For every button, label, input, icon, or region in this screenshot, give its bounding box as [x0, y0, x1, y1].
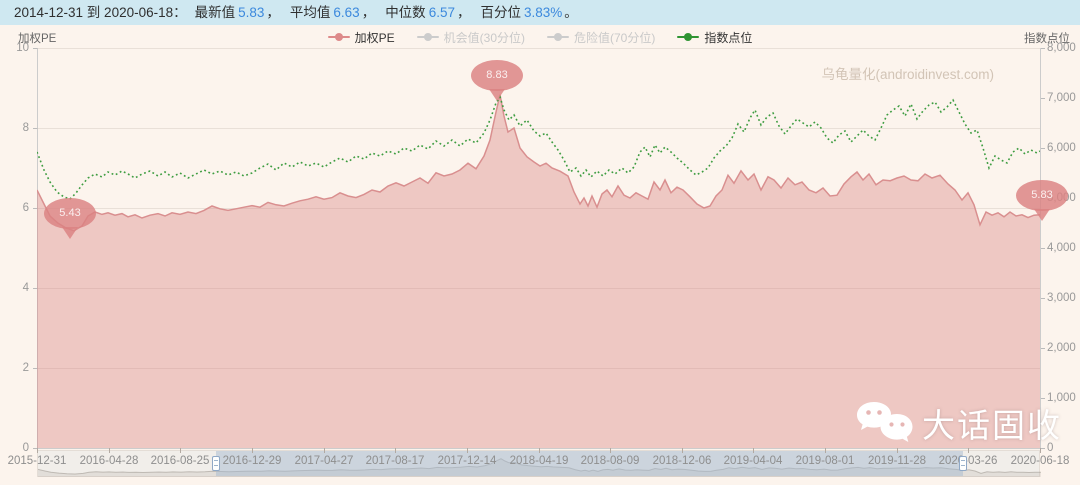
left-tick-label: 10 [16, 42, 29, 54]
separator: ， [361, 5, 376, 20]
separator: 。 [564, 5, 578, 20]
site-watermark: 乌龟量化(androidinvest.com) [821, 67, 994, 82]
x-tick-label: 2017-12-14 [437, 455, 497, 467]
right-tick-label: 7,000 [1047, 92, 1076, 104]
legend-marker-icon [677, 33, 700, 41]
x-axis-tick [825, 448, 826, 453]
right-tick-label: 2,000 [1047, 342, 1076, 354]
x-axis-tick [682, 448, 683, 453]
legend-label: 机会值(30分位) [443, 30, 525, 45]
left-axis-line [37, 48, 38, 448]
x-tick-label: 2017-04-27 [294, 455, 354, 467]
stat-value-median: 6.57 [428, 5, 455, 20]
x-axis-tick [467, 448, 468, 453]
wechat-icon [857, 402, 913, 442]
min-value-marker: 5.43 [44, 198, 96, 229]
gridline [37, 208, 1040, 209]
x-axis-tick [37, 448, 38, 453]
right-tick-label: 6,000 [1047, 142, 1076, 154]
pe-area-fill [37, 94, 1040, 448]
x-tick-label: 2019-11-28 [868, 455, 926, 467]
x-axis-tick [897, 448, 898, 453]
x-tick-label: 2015-12-31 [7, 455, 67, 467]
legend-marker-icon [416, 33, 439, 41]
gridline [37, 288, 1040, 289]
date-range: 2014-12-31 到 2020-06-18： [14, 5, 187, 20]
left-tick-label: 2 [22, 362, 29, 374]
gridline [37, 48, 1040, 49]
legend: 加权PE 机会值(30分位) 危险值(70分位) 指数点位 [0, 29, 1080, 45]
pe-line [37, 94, 1040, 232]
x-tick-label: 2020-06-18 [1010, 455, 1070, 467]
left-tick-label: 0 [22, 442, 29, 454]
x-axis-tick [968, 448, 969, 453]
datazoom-shadow [38, 458, 1041, 477]
stat-label: 百分位 [480, 5, 521, 20]
right-tick-label: 4,000 [1047, 242, 1076, 254]
right-tick-label: 3,000 [1047, 292, 1076, 304]
x-axis-tick [539, 448, 540, 453]
datazoom-slider[interactable] [37, 450, 1041, 477]
stat-label: 最新值 [194, 5, 236, 20]
x-tick-label: 2019-08-01 [795, 455, 855, 467]
stat-value-mean: 6.63 [333, 5, 360, 20]
left-tick-label: 6 [22, 202, 29, 214]
legend-marker-icon [327, 33, 350, 41]
series-chart [37, 94, 1040, 448]
datazoom-right-handle[interactable] [959, 456, 967, 471]
legend-item-danger-value[interactable]: 危险值(70分位) [547, 29, 655, 46]
x-tick-label: 2018-12-06 [652, 455, 712, 467]
gridline [37, 368, 1040, 369]
left-tick-label: 8 [22, 122, 29, 134]
x-axis-tick [395, 448, 396, 453]
stat-label: 平均值 [289, 5, 331, 20]
x-tick-label: 2016-12-29 [222, 455, 282, 467]
right-tick-label: 1,000 [1047, 392, 1076, 404]
x-axis-tick [180, 448, 181, 453]
separator: ， [266, 5, 280, 20]
right-tick-label: 8,000 [1047, 42, 1076, 54]
brand-watermark-text: 大话固收 [922, 407, 1062, 444]
max-value-marker: 8.83 [471, 60, 523, 91]
x-tick-label: 2016-04-28 [79, 455, 139, 467]
gridline [37, 128, 1040, 129]
summary-bar: 2014-12-31 到 2020-06-18： 最新值 5.83，平均值 6.63，… [0, 0, 1080, 25]
legend-item-weighted-pe[interactable]: 加权PE [327, 29, 395, 46]
datazoom-left-handle[interactable] [212, 456, 220, 471]
last-value-marker: 5.83 [1016, 180, 1068, 211]
left-tick-label: 4 [22, 282, 29, 294]
x-axis-tick [753, 448, 754, 453]
legend-marker-icon [547, 33, 569, 41]
right-axis-title: 指数点位 [1024, 33, 1070, 45]
chart-plot-area[interactable] [37, 48, 1040, 448]
x-tick-label: 2018-08-09 [580, 455, 640, 467]
datazoom-selected-range[interactable] [216, 451, 963, 476]
x-tick-label: 2016-08-25 [150, 455, 210, 467]
x-axis-tick [109, 448, 110, 453]
right-tick-label: 0 [1047, 442, 1054, 454]
index-dotted-line [37, 95, 1040, 200]
x-tick-label: 2019-04-04 [723, 455, 783, 467]
x-tick-label: 2020-03-26 [938, 455, 998, 467]
stat-value-latest: 5.83 [238, 5, 265, 20]
separator: ， [456, 5, 471, 20]
x-axis-tick [252, 448, 253, 453]
stat-value-percentile: 3.83% [523, 5, 563, 20]
right-axis-line [1040, 48, 1041, 448]
x-axis-tick [324, 448, 325, 453]
legend-item-opportunity-value[interactable]: 机会值(30分位) [416, 29, 525, 46]
x-axis-tick [1040, 448, 1041, 453]
brand-watermark: 大话固收 [854, 400, 1062, 448]
x-tick-label: 2018-04-19 [509, 455, 569, 467]
x-axis-tick [610, 448, 611, 453]
stat-label: 中位数 [385, 5, 426, 20]
legend-item-index-level[interactable]: 指数点位 [677, 29, 752, 46]
left-axis-title: 加权PE [18, 33, 57, 45]
legend-label: 指数点位 [704, 30, 753, 45]
legend-label: 加权PE [354, 30, 395, 45]
x-tick-label: 2017-08-17 [365, 455, 425, 467]
legend-label: 危险值(70分位) [574, 30, 656, 45]
